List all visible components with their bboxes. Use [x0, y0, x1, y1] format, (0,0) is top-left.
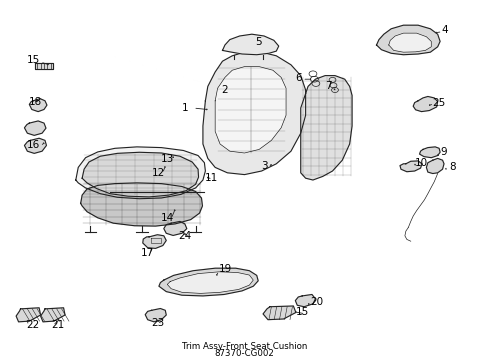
Text: Trim Assy-Front Seat Cushion: Trim Assy-Front Seat Cushion — [182, 342, 306, 351]
Text: 4: 4 — [441, 24, 447, 35]
Text: 8: 8 — [448, 162, 455, 172]
Text: 21: 21 — [51, 320, 64, 330]
Text: 6: 6 — [294, 73, 301, 84]
Polygon shape — [295, 294, 315, 307]
Text: 17: 17 — [141, 248, 154, 258]
Polygon shape — [142, 235, 166, 248]
Polygon shape — [35, 63, 53, 69]
Polygon shape — [300, 76, 351, 180]
Polygon shape — [24, 138, 46, 153]
Text: 12: 12 — [152, 168, 165, 178]
Text: 16: 16 — [26, 140, 40, 150]
Text: 20: 20 — [310, 297, 323, 307]
Text: 87370-CG002: 87370-CG002 — [214, 349, 274, 358]
Polygon shape — [167, 272, 253, 293]
Polygon shape — [426, 158, 443, 174]
Text: 13: 13 — [160, 154, 174, 164]
Polygon shape — [82, 152, 198, 197]
Text: 25: 25 — [431, 98, 445, 108]
Polygon shape — [29, 99, 47, 112]
Polygon shape — [222, 34, 278, 55]
Text: 10: 10 — [414, 158, 427, 168]
Text: 11: 11 — [204, 173, 218, 183]
Text: 1: 1 — [181, 103, 188, 113]
Polygon shape — [412, 96, 437, 112]
Polygon shape — [16, 308, 41, 322]
Polygon shape — [399, 161, 421, 172]
Polygon shape — [76, 147, 205, 199]
Text: 24: 24 — [178, 231, 191, 241]
Text: 2: 2 — [221, 85, 228, 95]
Polygon shape — [376, 25, 439, 55]
Text: 14: 14 — [160, 213, 174, 223]
Text: 5: 5 — [254, 37, 261, 48]
Polygon shape — [81, 183, 202, 226]
Text: 9: 9 — [440, 147, 447, 157]
Polygon shape — [41, 308, 65, 322]
Text: 23: 23 — [150, 318, 164, 328]
Polygon shape — [203, 52, 305, 175]
Polygon shape — [215, 67, 285, 153]
Polygon shape — [388, 33, 430, 52]
Polygon shape — [24, 121, 46, 135]
Polygon shape — [163, 221, 186, 235]
Text: 18: 18 — [28, 96, 42, 107]
Polygon shape — [419, 147, 439, 158]
Text: 15: 15 — [26, 55, 40, 66]
Polygon shape — [159, 268, 258, 296]
Text: 7: 7 — [325, 81, 331, 91]
Polygon shape — [145, 309, 166, 322]
Text: 15: 15 — [295, 307, 308, 318]
Text: 22: 22 — [26, 320, 40, 330]
Text: 3: 3 — [260, 161, 267, 171]
Text: 19: 19 — [219, 264, 232, 274]
Polygon shape — [263, 306, 295, 320]
